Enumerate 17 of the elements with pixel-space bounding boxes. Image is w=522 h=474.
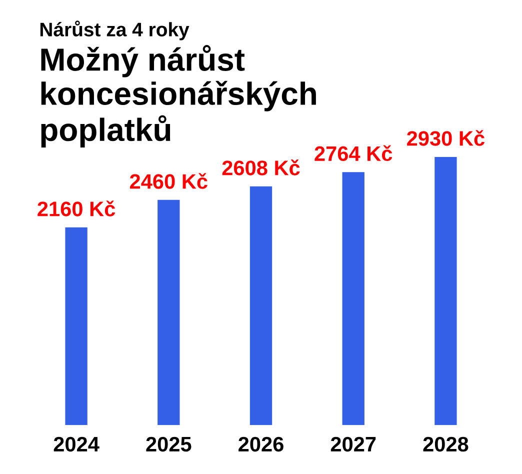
- data-label: 2160 Kč: [38, 200, 116, 216]
- x-tick-label: 2027: [330, 436, 376, 452]
- chart-title: Možný nárůst koncesionářských poplatků: [41, 45, 316, 148]
- x-tick-label: 2024: [54, 436, 100, 452]
- bar: [65, 227, 88, 426]
- x-tick-label: 2025: [146, 436, 192, 452]
- bar: [434, 156, 457, 426]
- bar: [250, 186, 272, 426]
- data-label: 2608 Kč: [222, 160, 300, 176]
- data-label: 2460 Kč: [130, 173, 208, 189]
- x-tick-label: 2026: [238, 436, 284, 452]
- data-label: 2930 Kč: [407, 130, 484, 146]
- bar: [342, 172, 364, 426]
- bar: [158, 200, 180, 426]
- chart-subtitle: Nárůst za 4 roky: [40, 20, 190, 40]
- x-tick-label: 2028: [423, 436, 468, 452]
- data-label: 2764 Kč: [314, 145, 392, 162]
